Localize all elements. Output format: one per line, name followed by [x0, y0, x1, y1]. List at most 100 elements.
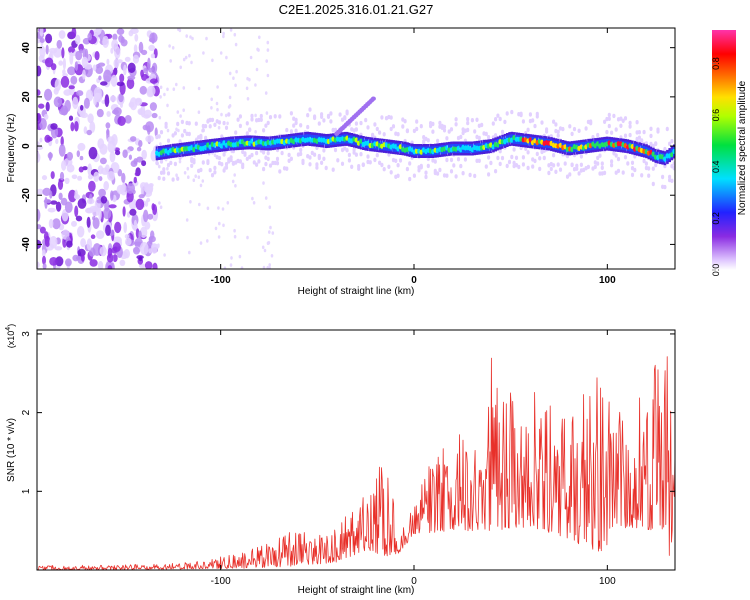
- noise-speck: [220, 112, 223, 117]
- trace-halo: [426, 138, 430, 143]
- trace-halo: [610, 130, 614, 135]
- trace-halo: [345, 111, 349, 116]
- noise-blob: [92, 64, 97, 71]
- trace-halo: [605, 116, 609, 122]
- noise-speck: [268, 205, 272, 209]
- trace-halo: [535, 114, 539, 119]
- noise-blob: [42, 187, 52, 196]
- trace-halo: [419, 124, 423, 129]
- trace-halo: [630, 172, 635, 178]
- trace-halo: [169, 160, 173, 166]
- trace-halo: [329, 119, 333, 124]
- trace-halo: [626, 161, 630, 166]
- trace-spur: [370, 96, 376, 101]
- noise-blob: [86, 216, 91, 228]
- trace-halo: [466, 127, 470, 133]
- noise-blob: [43, 199, 52, 204]
- noise-speck: [248, 77, 251, 82]
- noise-blob: [112, 33, 118, 41]
- snr-y-multiplier: (x104): [5, 324, 16, 348]
- noise-blob: [118, 93, 124, 103]
- trace-halo: [570, 162, 574, 168]
- trace-halo: [512, 160, 516, 166]
- noise-blob: [138, 263, 146, 269]
- trace-halo: [183, 128, 187, 134]
- trace-halo: [222, 152, 226, 157]
- noise-blob: [58, 30, 66, 39]
- trace-halo: [484, 131, 488, 137]
- noise-blob: [106, 111, 111, 117]
- noise-speck: [192, 178, 196, 182]
- noise-blob: [122, 180, 126, 193]
- trace-halo: [271, 160, 275, 166]
- trace-halo: [405, 128, 409, 134]
- noise-speck: [169, 59, 172, 63]
- noise-blob: [68, 115, 74, 121]
- trace-halo: [528, 112, 533, 117]
- noise-speck: [216, 85, 219, 89]
- trace-halo: [610, 163, 614, 168]
- noise-speck: [206, 206, 210, 211]
- trace-halo: [322, 156, 326, 161]
- noise-speck: [266, 265, 269, 269]
- trace-halo: [331, 167, 335, 172]
- noise-blob: [45, 101, 50, 112]
- trace-halo: [375, 126, 379, 132]
- x-tick-label: 0: [411, 576, 417, 587]
- noise-blob: [86, 207, 92, 214]
- trace-halo: [545, 129, 549, 134]
- trace-halo: [322, 118, 326, 123]
- noise-blob: [41, 249, 46, 257]
- trace-halo: [519, 111, 523, 117]
- trace-halo: [176, 176, 180, 181]
- trace-halo: [278, 114, 282, 119]
- noise-blob: [68, 46, 75, 54]
- trace-halo: [461, 171, 465, 176]
- trace-halo: [204, 124, 208, 129]
- trace-halo: [401, 124, 405, 129]
- trace-halo: [308, 107, 312, 112]
- noise-blob: [62, 57, 66, 70]
- trace-halo: [461, 130, 465, 136]
- trace-halo: [361, 162, 365, 168]
- noise-blob: [71, 174, 78, 180]
- trace-halo: [596, 155, 600, 161]
- noise-blob: [138, 230, 142, 239]
- noise-blob: [151, 203, 155, 211]
- noise-blob: [100, 196, 108, 204]
- noise-blob: [79, 155, 84, 161]
- trace-halo: [651, 143, 655, 149]
- noise-speck: [198, 202, 201, 207]
- noise-speck: [179, 65, 182, 70]
- trace-halo: [649, 133, 653, 139]
- trace-halo: [354, 121, 358, 126]
- trace-halo: [306, 124, 310, 130]
- trace-halo: [552, 153, 556, 158]
- noise-blob: [87, 32, 92, 41]
- trace-halo: [623, 133, 628, 138]
- trace-halo: [649, 141, 653, 147]
- noise-speck: [263, 248, 267, 253]
- noise-blob: [50, 123, 58, 130]
- noise-blob: [126, 78, 135, 90]
- spectrogram-heatmap: [37, 28, 675, 269]
- trace-halo: [612, 151, 616, 156]
- noise-speck: [258, 35, 261, 40]
- trace-halo: [621, 170, 625, 175]
- trace-halo: [489, 160, 493, 166]
- trace-halo: [628, 120, 632, 126]
- trace-halo: [354, 127, 358, 132]
- noise-blob: [93, 171, 100, 182]
- trace-halo: [238, 123, 242, 129]
- noise-blob: [58, 144, 66, 157]
- trace-halo: [166, 171, 171, 176]
- noise-blob: [81, 56, 88, 68]
- trace-halo: [252, 160, 256, 165]
- trace-halo: [672, 161, 675, 166]
- noise-speck: [238, 254, 242, 259]
- noise-blob: [138, 41, 144, 54]
- trace-halo: [456, 157, 461, 162]
- noise-blob: [67, 66, 76, 76]
- noise-blob: [124, 115, 132, 124]
- trace-halo: [238, 159, 242, 164]
